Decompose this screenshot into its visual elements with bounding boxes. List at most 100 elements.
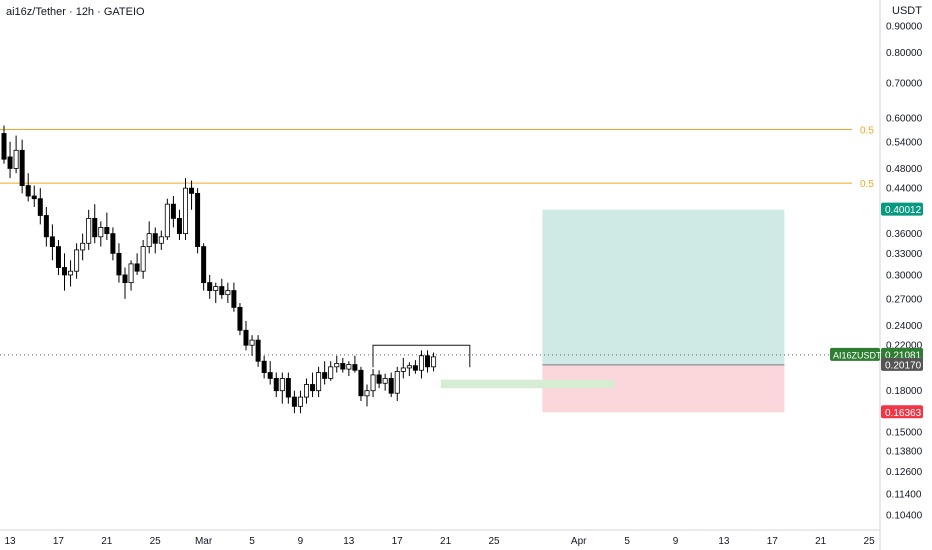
- candle[interactable]: [334, 355, 340, 373]
- candle[interactable]: [37, 188, 43, 225]
- candle[interactable]: [176, 209, 182, 241]
- candle[interactable]: [261, 355, 267, 379]
- candle[interactable]: [267, 361, 273, 385]
- candle[interactable]: [322, 361, 328, 385]
- candle[interactable]: [195, 188, 201, 254]
- candle[interactable]: [189, 180, 195, 210]
- time-axis[interactable]: 13 17 21 25 Mar 5 9 13 17 21 25 Apr 5 9 13 17 21 25: [4, 536, 875, 547]
- candle[interactable]: [128, 260, 134, 291]
- candle[interactable]: [7, 141, 13, 179]
- candle[interactable]: [104, 212, 110, 241]
- time-tick-label: 13: [4, 536, 16, 547]
- candle-body-down: [7, 156, 13, 169]
- candle[interactable]: [376, 370, 382, 389]
- time-tick-label: 5: [249, 536, 255, 547]
- candle[interactable]: [134, 253, 140, 275]
- candle-body-down: [37, 198, 43, 216]
- candle[interactable]: [170, 196, 176, 228]
- candle[interactable]: [279, 372, 285, 404]
- candle[interactable]: [364, 384, 370, 407]
- candle[interactable]: [43, 206, 49, 247]
- candle[interactable]: [122, 267, 128, 299]
- candle[interactable]: [68, 260, 74, 287]
- candle[interactable]: [418, 350, 424, 379]
- candle[interactable]: [225, 282, 231, 304]
- candle-body-down: [104, 227, 110, 235]
- candle[interactable]: [219, 278, 225, 299]
- candle-body-down: [43, 215, 49, 238]
- candle-body-down: [424, 355, 430, 368]
- candle[interactable]: [13, 135, 19, 174]
- candle[interactable]: [116, 243, 122, 283]
- candle[interactable]: [328, 361, 334, 381]
- candle[interactable]: [92, 204, 98, 244]
- stop-zone[interactable]: [542, 364, 785, 413]
- candle[interactable]: [98, 221, 104, 247]
- candle[interactable]: [31, 185, 37, 207]
- candle[interactable]: [25, 173, 31, 202]
- candle-body-up: [394, 370, 400, 394]
- candle[interactable]: [358, 366, 364, 401]
- candle[interactable]: [231, 282, 237, 312]
- candle-body-up: [418, 355, 424, 371]
- candle[interactable]: [237, 303, 243, 336]
- candle[interactable]: [424, 350, 430, 373]
- candle-body-down: [255, 339, 261, 362]
- candle-body-up: [364, 390, 370, 397]
- candle[interactable]: [316, 366, 322, 398]
- candle[interactable]: [382, 373, 388, 391]
- candle[interactable]: [74, 243, 80, 279]
- candle[interactable]: [152, 227, 158, 254]
- price-tick-label: 0.80000: [886, 48, 923, 59]
- candle[interactable]: [158, 230, 164, 250]
- candle[interactable]: [49, 224, 55, 261]
- candle[interactable]: [406, 362, 412, 377]
- candle[interactable]: [291, 390, 297, 414]
- candle[interactable]: [182, 178, 188, 241]
- time-tick-label: 25: [150, 536, 162, 547]
- candle-body-down: [176, 218, 182, 235]
- candle[interactable]: [370, 369, 376, 398]
- price-tick-label: 0.30000: [886, 270, 923, 281]
- candle[interactable]: [340, 357, 346, 373]
- candle[interactable]: [412, 360, 418, 374]
- candle[interactable]: [431, 352, 437, 372]
- candle[interactable]: [303, 378, 309, 404]
- time-tick-label: Apr: [571, 536, 587, 547]
- candle[interactable]: [297, 390, 303, 414]
- candle-body-down: [31, 195, 37, 200]
- candle[interactable]: [146, 221, 152, 254]
- candle[interactable]: [285, 372, 291, 404]
- candle[interactable]: [394, 366, 400, 401]
- candle[interactable]: [213, 282, 219, 304]
- candle[interactable]: [1, 125, 7, 164]
- candle-body-down: [322, 372, 328, 379]
- candle[interactable]: [249, 335, 255, 356]
- candle[interactable]: [140, 240, 146, 279]
- candle[interactable]: [201, 243, 207, 291]
- candle[interactable]: [164, 198, 170, 241]
- candle[interactable]: [207, 274, 213, 299]
- candle[interactable]: [62, 253, 68, 291]
- target-zone[interactable]: [542, 209, 785, 365]
- candle[interactable]: [255, 335, 261, 367]
- candle[interactable]: [273, 372, 279, 398]
- candle[interactable]: [346, 361, 352, 377]
- candle[interactable]: [310, 372, 316, 398]
- range-bracket[interactable]: [372, 344, 471, 368]
- candle[interactable]: [243, 320, 249, 351]
- candle[interactable]: [80, 233, 86, 261]
- candle[interactable]: [110, 227, 116, 261]
- candle[interactable]: [352, 355, 358, 373]
- candle[interactable]: [400, 357, 406, 379]
- candle[interactable]: [55, 240, 61, 275]
- price-axis[interactable]: 0.90000 0.80000 0.70000 0.60000 0.54000 0.480…: [886, 22, 923, 522]
- candle[interactable]: [86, 209, 92, 250]
- candle[interactable]: [388, 372, 394, 398]
- candle-body-down: [1, 133, 7, 160]
- time-tick-label: 17: [392, 536, 404, 547]
- support-zone[interactable]: [440, 379, 615, 389]
- candle[interactable]: [19, 139, 25, 194]
